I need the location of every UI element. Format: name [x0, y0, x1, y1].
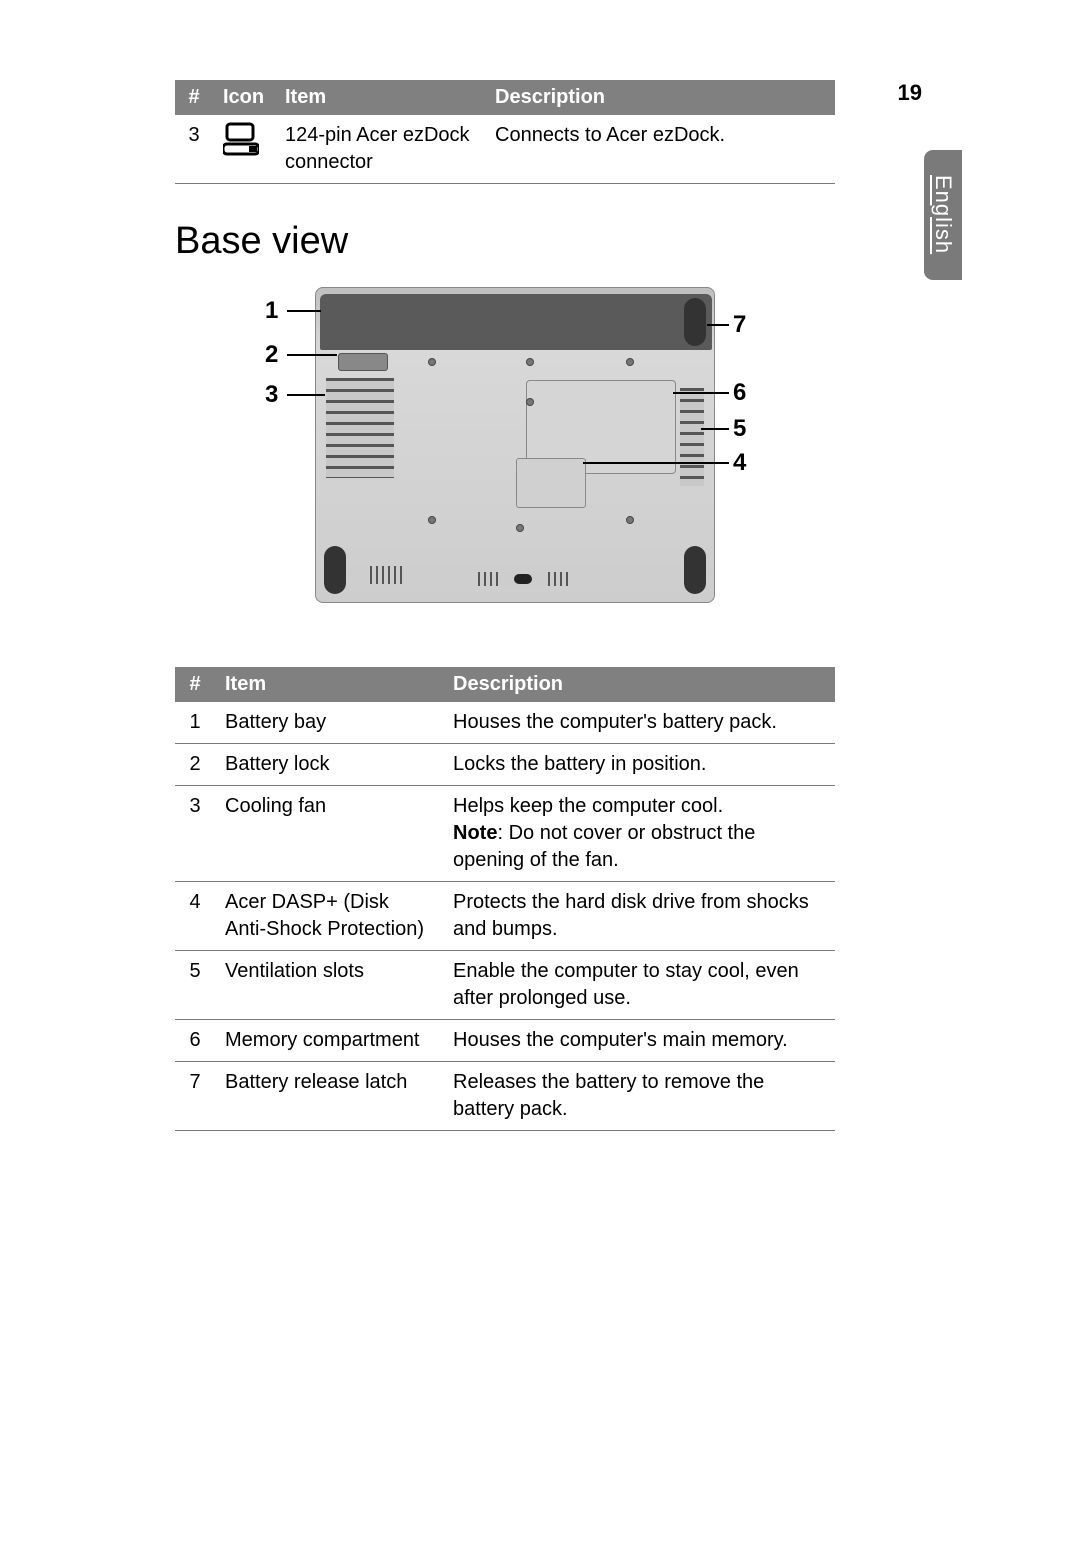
cell-desc: Releases the battery to remove the batte… — [443, 1062, 835, 1131]
page-number: 19 — [898, 80, 922, 106]
section-heading: Base view — [175, 220, 835, 263]
cell-item: Battery release latch — [215, 1062, 443, 1131]
callout-5: 5 — [733, 415, 746, 443]
cell-item: Acer DASP+ (Disk Anti-Shock Protection) — [215, 882, 443, 951]
table-row: 6 Memory compartment Houses the computer… — [175, 1020, 835, 1062]
cell-item: Battery bay — [215, 702, 443, 744]
note-label: Note — [453, 822, 497, 844]
callout-6: 6 — [733, 379, 746, 407]
table-row: 5 Ventilation slots Enable the computer … — [175, 951, 835, 1020]
base-view-diagram: 1 2 3 7 6 5 4 — [175, 287, 835, 627]
cell-num: 3 — [175, 786, 215, 882]
cell-item: 124-pin Acer ezDock connector — [275, 115, 485, 184]
cell-num: 1 — [175, 702, 215, 744]
cell-num: 3 — [175, 115, 213, 184]
cell-num: 5 — [175, 951, 215, 1020]
cell-desc: Houses the computer's main memory. — [443, 1020, 835, 1062]
cell-desc: Protects the hard disk drive from shocks… — [443, 882, 835, 951]
cell-icon — [213, 115, 275, 184]
cell-num: 7 — [175, 1062, 215, 1131]
th-num: # — [175, 80, 213, 115]
cell-desc: Locks the battery in position. — [443, 744, 835, 786]
callout-2: 2 — [265, 341, 278, 369]
cell-num: 4 — [175, 882, 215, 951]
table-row: 7 Battery release latch Releases the bat… — [175, 1062, 835, 1131]
cell-num: 6 — [175, 1020, 215, 1062]
th-item: Item — [215, 667, 443, 702]
th-num: # — [175, 667, 215, 702]
callout-3: 3 — [265, 381, 278, 409]
table-row: 3 Cooling fan Helps keep the computer co… — [175, 786, 835, 882]
th-desc: Description — [485, 80, 835, 115]
language-tab: English — [924, 150, 962, 280]
cell-item: Ventilation slots — [215, 951, 443, 1020]
cell-desc: Helps keep the computer cool. Note: Do n… — [443, 786, 835, 882]
cell-desc: Enable the computer to stay cool, even a… — [443, 951, 835, 1020]
callout-4: 4 — [733, 449, 746, 477]
callout-1: 1 — [265, 297, 278, 325]
ezdock-icon — [223, 122, 259, 164]
connector-table: # Icon Item Description 3 — [175, 80, 835, 184]
base-view-table: # Item Description 1 Battery bay Houses … — [175, 667, 835, 1131]
table-row: 2 Battery lock Locks the battery in posi… — [175, 744, 835, 786]
th-icon: Icon — [213, 80, 275, 115]
callout-7: 7 — [733, 311, 746, 339]
cell-desc: Houses the computer's battery pack. — [443, 702, 835, 744]
cell-desc: Connects to Acer ezDock. — [485, 115, 835, 184]
th-item: Item — [275, 80, 485, 115]
table-row: 4 Acer DASP+ (Disk Anti-Shock Protection… — [175, 882, 835, 951]
language-tab-label: English — [930, 175, 956, 254]
cell-item: Battery lock — [215, 744, 443, 786]
table-header-row: # Icon Item Description — [175, 80, 835, 115]
table-header-row: # Item Description — [175, 667, 835, 702]
cell-item: Memory compartment — [215, 1020, 443, 1062]
th-desc: Description — [443, 667, 835, 702]
laptop-base-shell — [315, 287, 715, 603]
table-row: 3 124-pin Acer ezDock connector Connects… — [175, 115, 835, 184]
cell-item: Cooling fan — [215, 786, 443, 882]
cell-num: 2 — [175, 744, 215, 786]
table-row: 1 Battery bay Houses the computer's batt… — [175, 702, 835, 744]
